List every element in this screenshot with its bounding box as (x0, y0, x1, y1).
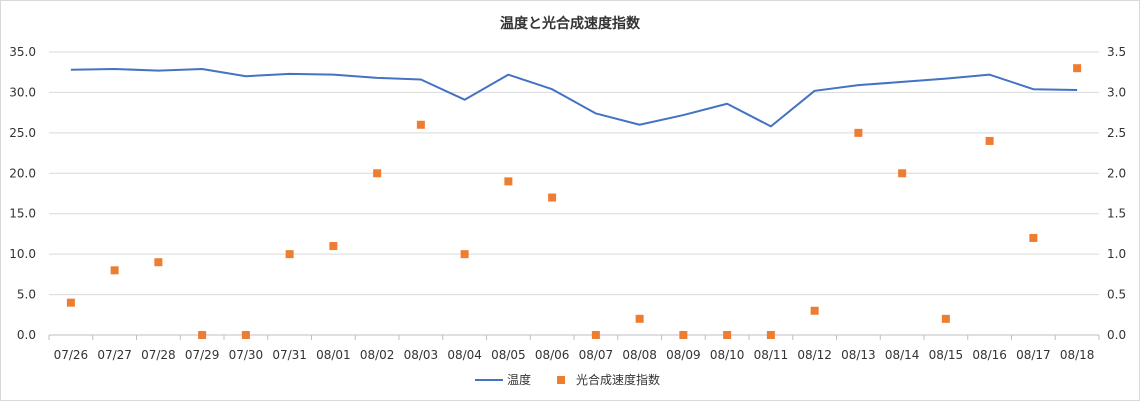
left-axis-tick-label: 10.0 (9, 247, 36, 261)
left-axis-tick-label: 35.0 (9, 45, 36, 59)
x-axis-tick-label: 08/04 (447, 348, 482, 362)
x-axis-tick-label: 08/18 (1060, 348, 1095, 362)
left-axis-tick-label: 5.0 (17, 288, 36, 302)
x-axis-tick-label: 07/29 (185, 348, 220, 362)
left-axis-tick-label: 15.0 (9, 207, 36, 221)
photosynthesis-point (723, 331, 732, 339)
photosynthesis-point (591, 331, 600, 339)
x-axis-tick-label: 08/13 (841, 348, 876, 362)
photosynthesis-point (154, 258, 163, 267)
photosynthesis-point (460, 250, 469, 259)
legend-marker-swatch (557, 376, 565, 384)
photosynthesis-point (241, 331, 250, 339)
x-axis-tick-label: 07/27 (97, 348, 132, 362)
photosynthesis-point (766, 331, 775, 339)
x-axis-tick-label: 08/01 (316, 348, 351, 362)
legend-label-photosynthesis: 光合成速度指数 (576, 372, 660, 387)
x-axis-tick-label: 08/12 (797, 348, 832, 362)
chart-title: 温度と光合成速度指数 (500, 15, 641, 32)
photosynthesis-point (854, 128, 863, 137)
photosynthesis-point (198, 331, 207, 339)
photosynthesis-point (679, 331, 688, 339)
left-axis-tick-label: 0.0 (17, 328, 36, 342)
x-axis-tick-label: 08/08 (622, 348, 657, 362)
x-axis-tick-label: 08/10 (710, 348, 745, 362)
photosynthesis-point (416, 120, 425, 129)
temperature-line (70, 67, 1078, 128)
x-axis-tick-label: 08/03 (404, 348, 439, 362)
right-axis-tick-label: 2.0 (1107, 166, 1126, 180)
legend-label-temperature: 温度 (507, 372, 531, 387)
photosynthesis-point (941, 314, 950, 323)
photosynthesis-point (373, 169, 382, 178)
legend: 温度 光合成速度指数 (475, 372, 660, 387)
right-axis-tick-label: 1.0 (1107, 247, 1126, 261)
photosynthesis-point (898, 169, 907, 178)
photosynthesis-point (110, 266, 119, 275)
left-axis-tick-label: 20.0 (9, 166, 36, 180)
right-axis-tick-label: 3.5 (1107, 45, 1126, 59)
x-axis-tick-label: 08/05 (491, 348, 526, 362)
right-axis-tick-label: 2.5 (1107, 126, 1126, 140)
x-axis-tick-label: 07/28 (141, 348, 176, 362)
x-axis-tick-label: 08/17 (1016, 348, 1051, 362)
left-axis-ticks: 0.0 5.0 10.0 15.0 20.0 25.0 30.0 35.0 (9, 45, 36, 342)
x-axis-tick-label: 08/15 (929, 348, 964, 362)
gridlines (49, 51, 1099, 336)
photosynthesis-point (635, 314, 644, 323)
right-axis-tick-label: 0.5 (1107, 288, 1126, 302)
x-axis-tick-label: 08/16 (972, 348, 1007, 362)
x-axis-tick-label: 08/11 (754, 348, 789, 362)
left-axis-tick-label: 30.0 (9, 85, 36, 99)
right-axis-tick-label: 0.0 (1107, 328, 1126, 342)
photosynthesis-point (285, 250, 294, 259)
photosynthesis-point (810, 306, 819, 315)
x-axis-tick-label: 07/30 (229, 348, 264, 362)
x-axis-tick-label: 08/07 (579, 348, 614, 362)
photosynthesis-point (504, 177, 513, 186)
x-axis-tick-label: 08/14 (885, 348, 920, 362)
x-axis-tick-label: 08/02 (360, 348, 395, 362)
x-axis-tick-label: 07/31 (272, 348, 307, 362)
left-axis-tick-label: 25.0 (9, 126, 36, 140)
x-axis-tick-label: 08/09 (666, 348, 701, 362)
photosynthesis-point (548, 193, 557, 202)
photosynthesis-point (329, 242, 338, 251)
right-axis-ticks: 0.0 0.5 1.0 1.5 2.0 2.5 3.0 3.5 (1107, 45, 1126, 342)
photosynthesis-point (66, 298, 75, 307)
series-layer (66, 64, 1082, 339)
x-axis-tick-label: 08/06 (535, 348, 570, 362)
x-axis-tick-label: 07/26 (54, 348, 89, 362)
right-axis-tick-label: 3.0 (1107, 85, 1126, 99)
photosynthesis-point (1029, 233, 1038, 242)
photosynthesis-point (985, 136, 994, 145)
x-axis-ticks: 07/26 07/27 07/28 07/29 07/30 07/31 08/01 08/02… (48, 335, 1100, 362)
photosynthesis-point (1073, 64, 1082, 73)
right-axis-tick-label: 1.5 (1107, 207, 1126, 221)
